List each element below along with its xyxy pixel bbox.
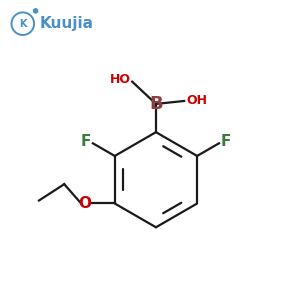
Text: B: B: [149, 95, 163, 113]
Text: K: K: [19, 19, 26, 29]
Text: O: O: [78, 196, 91, 211]
Text: HO: HO: [110, 73, 131, 86]
Text: F: F: [80, 134, 91, 149]
Circle shape: [34, 9, 38, 13]
Text: Kuujia: Kuujia: [39, 16, 93, 31]
Text: F: F: [221, 134, 231, 149]
Text: OH: OH: [186, 94, 207, 107]
